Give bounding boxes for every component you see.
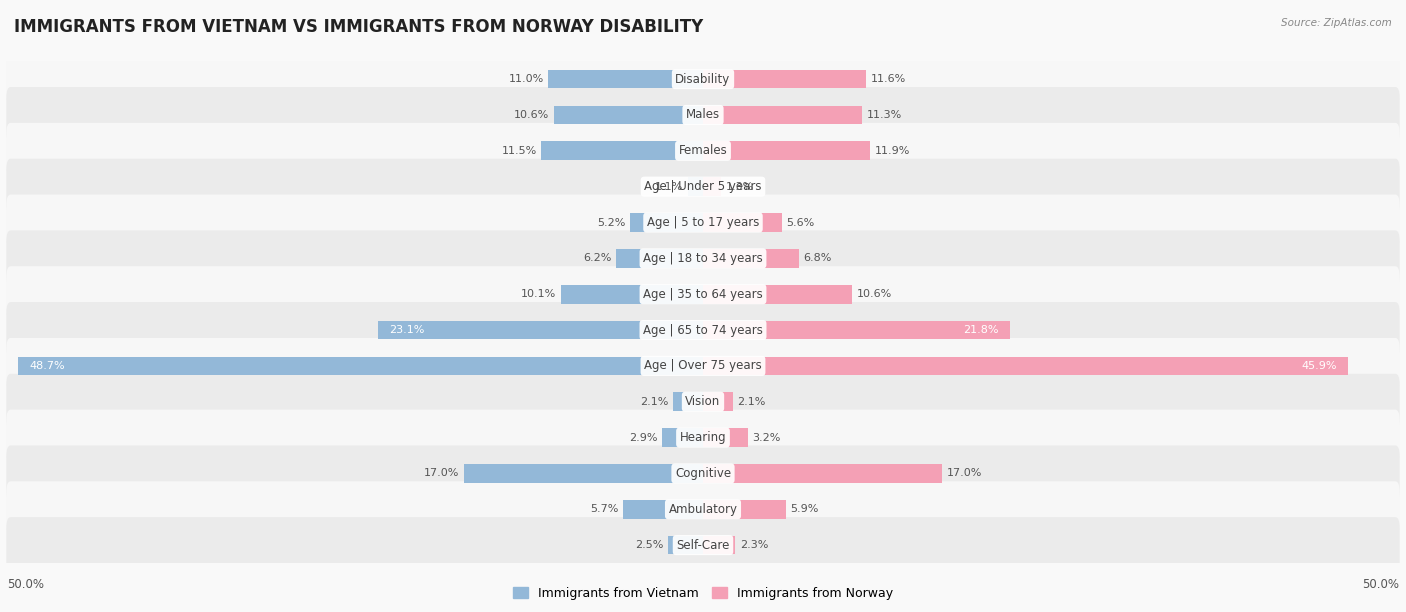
Bar (18, 357, 703, 375)
Bar (703, 428, 748, 447)
Text: 11.3%: 11.3% (866, 110, 901, 120)
Text: Vision: Vision (685, 395, 721, 408)
Bar (703, 177, 721, 196)
FancyBboxPatch shape (6, 409, 1400, 466)
Bar (703, 536, 735, 554)
FancyBboxPatch shape (6, 87, 1400, 143)
FancyBboxPatch shape (6, 481, 1400, 537)
FancyBboxPatch shape (6, 195, 1400, 250)
Text: 1.3%: 1.3% (725, 182, 754, 192)
Text: 17.0%: 17.0% (425, 468, 460, 479)
Bar (703, 500, 786, 518)
Bar (703, 213, 782, 232)
Text: Hearing: Hearing (679, 431, 727, 444)
Text: 11.0%: 11.0% (509, 74, 544, 84)
Text: 45.9%: 45.9% (1302, 361, 1337, 371)
FancyBboxPatch shape (6, 266, 1400, 322)
Text: 48.7%: 48.7% (30, 361, 65, 371)
Text: IMMIGRANTS FROM VIETNAM VS IMMIGRANTS FROM NORWAY DISABILITY: IMMIGRANTS FROM VIETNAM VS IMMIGRANTS FR… (14, 18, 703, 36)
FancyBboxPatch shape (6, 51, 1400, 107)
Text: 2.3%: 2.3% (740, 540, 768, 550)
Bar (703, 464, 942, 483)
Text: Males: Males (686, 108, 720, 121)
Bar (554, 106, 703, 124)
Text: Age | 18 to 34 years: Age | 18 to 34 years (643, 252, 763, 265)
Text: 11.5%: 11.5% (502, 146, 537, 156)
Bar (703, 321, 1010, 340)
Text: 3.2%: 3.2% (752, 433, 780, 442)
FancyBboxPatch shape (6, 446, 1400, 501)
Bar (623, 500, 703, 518)
Text: Age | Under 5 years: Age | Under 5 years (644, 180, 762, 193)
Text: 5.7%: 5.7% (591, 504, 619, 514)
Text: Ambulatory: Ambulatory (668, 503, 738, 516)
Text: Age | 35 to 64 years: Age | 35 to 64 years (643, 288, 763, 300)
FancyBboxPatch shape (6, 338, 1400, 394)
Bar (703, 249, 799, 267)
Text: 2.1%: 2.1% (641, 397, 669, 407)
FancyBboxPatch shape (6, 302, 1400, 358)
Text: Disability: Disability (675, 73, 731, 86)
Text: Age | 5 to 17 years: Age | 5 to 17 years (647, 216, 759, 229)
FancyBboxPatch shape (6, 230, 1400, 286)
FancyBboxPatch shape (6, 159, 1400, 215)
Text: 10.1%: 10.1% (522, 289, 557, 299)
Text: Source: ZipAtlas.com: Source: ZipAtlas.com (1281, 18, 1392, 28)
Text: 50.0%: 50.0% (1362, 578, 1399, 591)
Bar (703, 392, 733, 411)
Text: 6.8%: 6.8% (803, 253, 831, 263)
Text: 11.9%: 11.9% (875, 146, 910, 156)
Bar (561, 285, 703, 304)
Text: 11.6%: 11.6% (870, 74, 905, 84)
Bar (378, 321, 703, 340)
Bar (616, 249, 703, 267)
Text: 5.9%: 5.9% (790, 504, 818, 514)
Text: Age | 65 to 74 years: Age | 65 to 74 years (643, 324, 763, 337)
Text: 6.2%: 6.2% (583, 253, 612, 263)
Text: 10.6%: 10.6% (856, 289, 891, 299)
Bar (548, 70, 703, 89)
Bar (464, 464, 703, 483)
Bar (688, 177, 703, 196)
Text: Self-Care: Self-Care (676, 539, 730, 551)
Bar (703, 70, 866, 89)
Text: Females: Females (679, 144, 727, 157)
Text: 5.2%: 5.2% (598, 217, 626, 228)
Bar (668, 536, 703, 554)
FancyBboxPatch shape (6, 517, 1400, 573)
Text: 2.5%: 2.5% (636, 540, 664, 550)
Text: 5.6%: 5.6% (786, 217, 814, 228)
Text: 17.0%: 17.0% (946, 468, 981, 479)
FancyBboxPatch shape (6, 374, 1400, 430)
FancyBboxPatch shape (6, 123, 1400, 179)
Bar (703, 141, 870, 160)
Bar (673, 392, 703, 411)
Bar (703, 357, 1348, 375)
Bar (541, 141, 703, 160)
Text: 50.0%: 50.0% (7, 578, 44, 591)
Text: 1.1%: 1.1% (655, 182, 683, 192)
Text: 21.8%: 21.8% (963, 325, 998, 335)
Text: Age | Over 75 years: Age | Over 75 years (644, 359, 762, 372)
Text: 10.6%: 10.6% (515, 110, 550, 120)
Text: 2.1%: 2.1% (737, 397, 765, 407)
Text: Cognitive: Cognitive (675, 467, 731, 480)
Legend: Immigrants from Vietnam, Immigrants from Norway: Immigrants from Vietnam, Immigrants from… (513, 587, 893, 600)
Text: 23.1%: 23.1% (389, 325, 425, 335)
Bar (703, 106, 862, 124)
Bar (630, 213, 703, 232)
Bar (703, 285, 852, 304)
Bar (662, 428, 703, 447)
Text: 2.9%: 2.9% (630, 433, 658, 442)
